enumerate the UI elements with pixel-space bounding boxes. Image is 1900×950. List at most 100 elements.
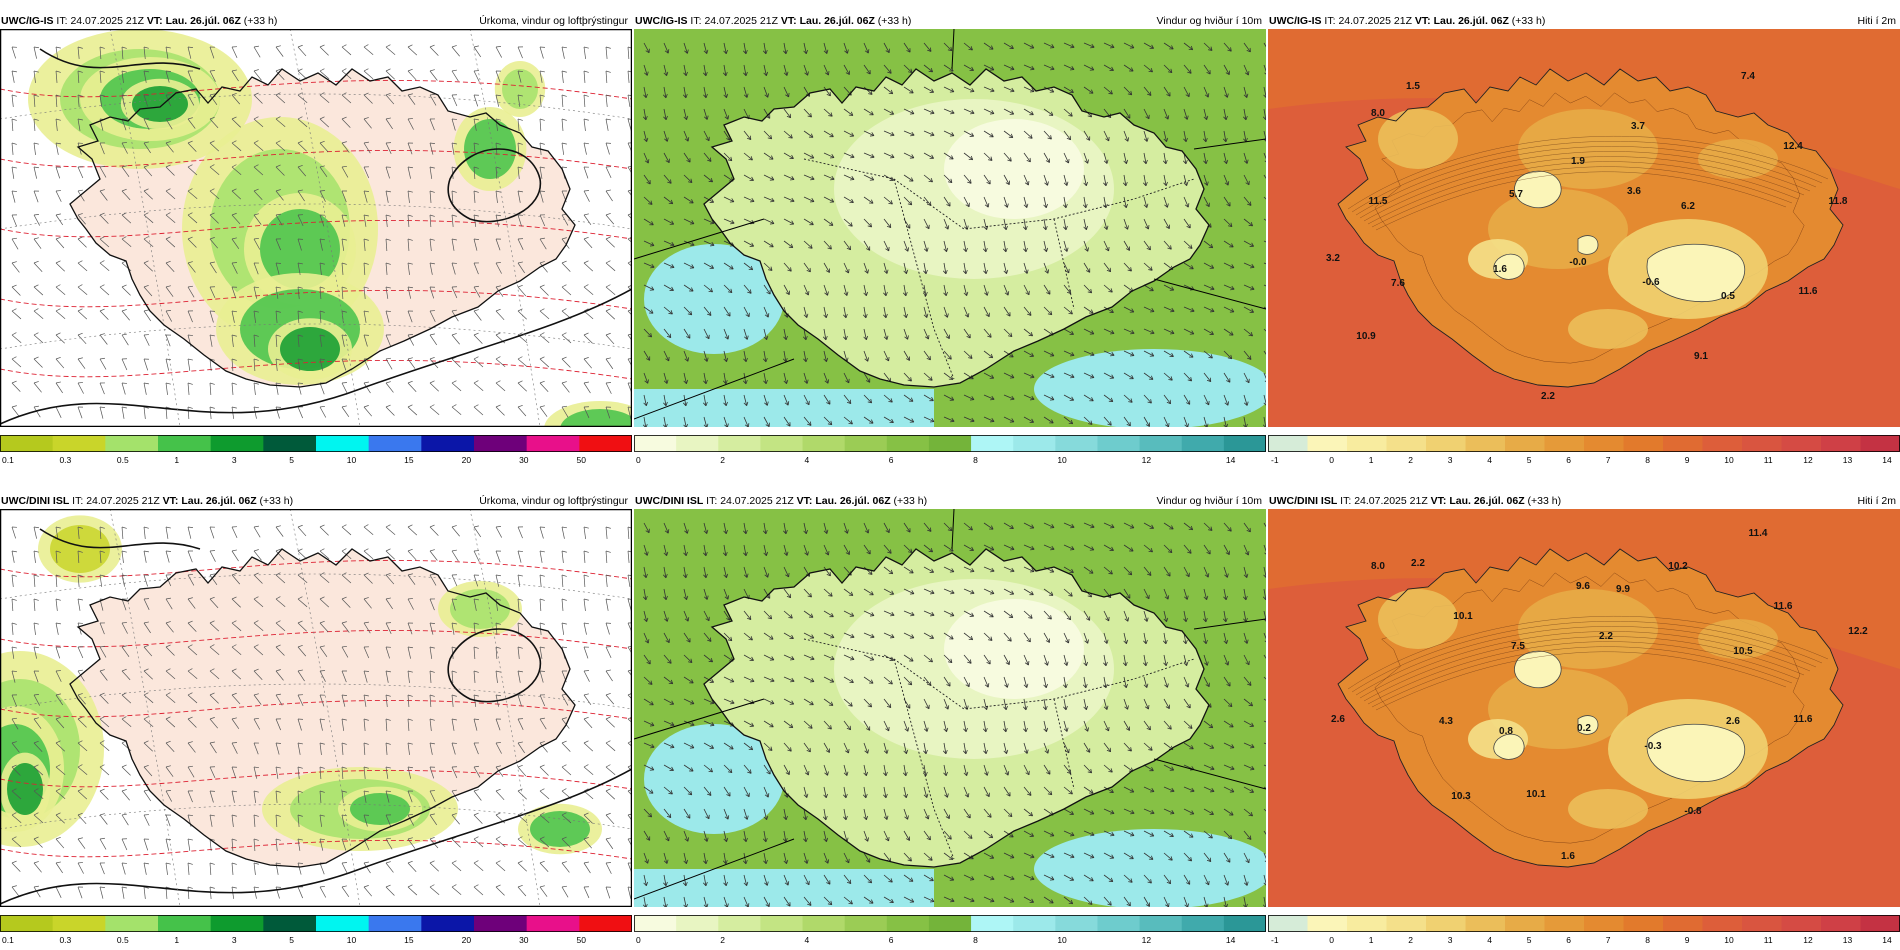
colorbar-tick: 12 [1142, 935, 1152, 945]
colorbar-tick: 3 [232, 455, 237, 465]
panel-bottom-precip: UWC/DINI ISL IT: 24.07.2025 21Z VT: Lau.… [0, 494, 632, 947]
colorbar-swatch [579, 915, 632, 932]
colorbar-tick: 5 [289, 455, 294, 465]
colorbar-swatch [1307, 435, 1348, 452]
colorbar-precip: 0.1 0.3 0.5 1 3 5 10 15 20 30 50 [0, 915, 632, 946]
panel-header: UWC/IG-IS IT: 24.07.2025 21Z VT: Lau. 26… [1, 15, 628, 27]
colorbar-swatch [1139, 435, 1183, 452]
colorbar-tick: 1 [1369, 455, 1374, 465]
temperature-value: -0.0 [1569, 257, 1587, 268]
colorbar-swatch [1544, 435, 1585, 452]
colorbar-tick: 8 [973, 455, 978, 465]
panel-top-wind: UWC/IG-IS IT: 24.07.2025 21Z VT: Lau. 26… [634, 14, 1266, 467]
gust-area [634, 869, 934, 907]
panel-bottom-temp: UWC/DINI ISL IT: 24.07.2025 21Z VT: Lau.… [1268, 494, 1900, 947]
colorbar-swatch [579, 435, 632, 452]
highland-cold [1378, 109, 1778, 349]
coastline [69, 68, 576, 388]
temperature-value: 10.2 [1668, 561, 1688, 572]
colorbar-swatch [105, 435, 159, 452]
colorbar-swatch [1860, 435, 1900, 452]
colorbar-tick: -1 [1271, 455, 1279, 465]
temperature-value: 1.6 [1493, 264, 1507, 275]
isotherms [0, 79, 632, 380]
temperature-value: 11.6 [1774, 601, 1793, 612]
colorbar-swatch [1663, 435, 1703, 452]
graticule [634, 509, 1266, 900]
colorbar-tick: 1 [1369, 935, 1374, 945]
colorbar-tick: -1 [1271, 935, 1279, 945]
contour-lines [1347, 136, 1829, 231]
colorbar-tick: 14 [1882, 935, 1892, 945]
colorbar-swatch [0, 435, 54, 452]
temperature-value: 1.9 [1571, 156, 1585, 167]
colorbar-tick: 3 [232, 935, 237, 945]
temperature-value: 12.2 [1848, 626, 1868, 637]
colorbar-tick: 4 [1487, 455, 1492, 465]
colorbar-swatch [1097, 435, 1141, 452]
temperature-value: 10.3 [1451, 791, 1471, 802]
region-borders [803, 158, 1195, 380]
colorbar-swatch [1821, 915, 1861, 932]
colorbar-tick: 4 [1487, 935, 1492, 945]
colorbar-tick: 2 [720, 455, 725, 465]
map-frame [0, 509, 632, 907]
colorbar-tick: 10 [1724, 455, 1734, 465]
colorbar-swatch [526, 435, 580, 452]
colorbar-tick: 6 [889, 935, 894, 945]
colorbar-swatch [210, 435, 264, 452]
temperature-value: -0.6 [1642, 277, 1660, 288]
region-borders [803, 638, 1195, 860]
panel-header: UWC/DINI ISL IT: 24.07.2025 21Z VT: Lau.… [1, 495, 628, 507]
panel-header: UWC/IG-IS IT: 24.07.2025 21Z VT: Lau. 26… [635, 15, 1262, 27]
temperature-value: 3.7 [1631, 121, 1645, 132]
temp-map: 11.4 8.0 2.2 10.2 9.6 9.9 11.6 10.1 12.2 2.2 7.5 10… [1268, 509, 1900, 907]
colorbar-tick: 12 [1803, 935, 1813, 945]
colorbar-swatch [368, 435, 422, 452]
temperature-value: 12.4 [1783, 141, 1803, 152]
colorbar-tick: 14 [1226, 935, 1236, 945]
colorbar-tick: 6 [1566, 935, 1571, 945]
colorbar-tick: 6 [889, 455, 894, 465]
colorbar-tick: 0 [1329, 455, 1334, 465]
colorbar-tick: 15 [404, 455, 414, 465]
colorbar-tick: 3 [1448, 935, 1453, 945]
colorbar-tick: 5 [289, 935, 294, 945]
colorbar-swatch [474, 435, 528, 452]
colorbar-tick: 0.5 [117, 935, 129, 945]
colorbar-tick: 0.1 [2, 455, 14, 465]
colorbar-swatch [1223, 915, 1266, 932]
model-name: UWC/DINI ISL [1269, 495, 1338, 507]
colorbar-swatch [0, 915, 54, 932]
colorbar-swatch [1223, 435, 1266, 452]
panel-header: UWC/IG-IS IT: 24.07.2025 21Z VT: Lau. 26… [1269, 15, 1896, 27]
colorbar-swatch [971, 435, 1014, 452]
colorbar-swatch [1181, 915, 1225, 932]
colorbar-swatch [316, 435, 370, 452]
colorbar-swatch [676, 435, 719, 452]
model-name: UWC/DINI ISL [635, 495, 704, 507]
colorbar-swatch [1465, 435, 1506, 452]
colorbar-swatch [1702, 435, 1743, 452]
temperature-value: 6.2 [1681, 201, 1695, 212]
colorbar-tick: 3 [1448, 455, 1453, 465]
colorbar-tick: 20 [462, 935, 472, 945]
temperature-value: 5.7 [1509, 189, 1523, 200]
colorbar-swatch [1055, 915, 1098, 932]
wind-map [634, 509, 1266, 907]
isobars [0, 528, 632, 905]
colorbar-swatch [1623, 435, 1664, 452]
colorbar-swatch [1181, 435, 1225, 452]
colorbar-swatch [1055, 435, 1098, 452]
colorbar-wind: 0 2 4 6 8 10 12 14 [634, 435, 1266, 466]
colorbar-swatch [844, 435, 888, 452]
panel-title: Hiti í 2m [1857, 495, 1896, 507]
colorbar-tick: 0.1 [2, 935, 14, 945]
temperature-labels: 11.4 8.0 2.2 10.2 9.6 9.9 11.6 10.1 12.2 2.2 7.5 10… [1331, 528, 1868, 862]
model-name: UWC/IG-IS [1, 15, 54, 27]
colorbar-swatch [802, 435, 846, 452]
isobars [0, 48, 632, 425]
temperature-value: 4.3 [1439, 716, 1453, 727]
colorbar-tick: 6 [1566, 455, 1571, 465]
colorbar-swatch [158, 915, 212, 932]
